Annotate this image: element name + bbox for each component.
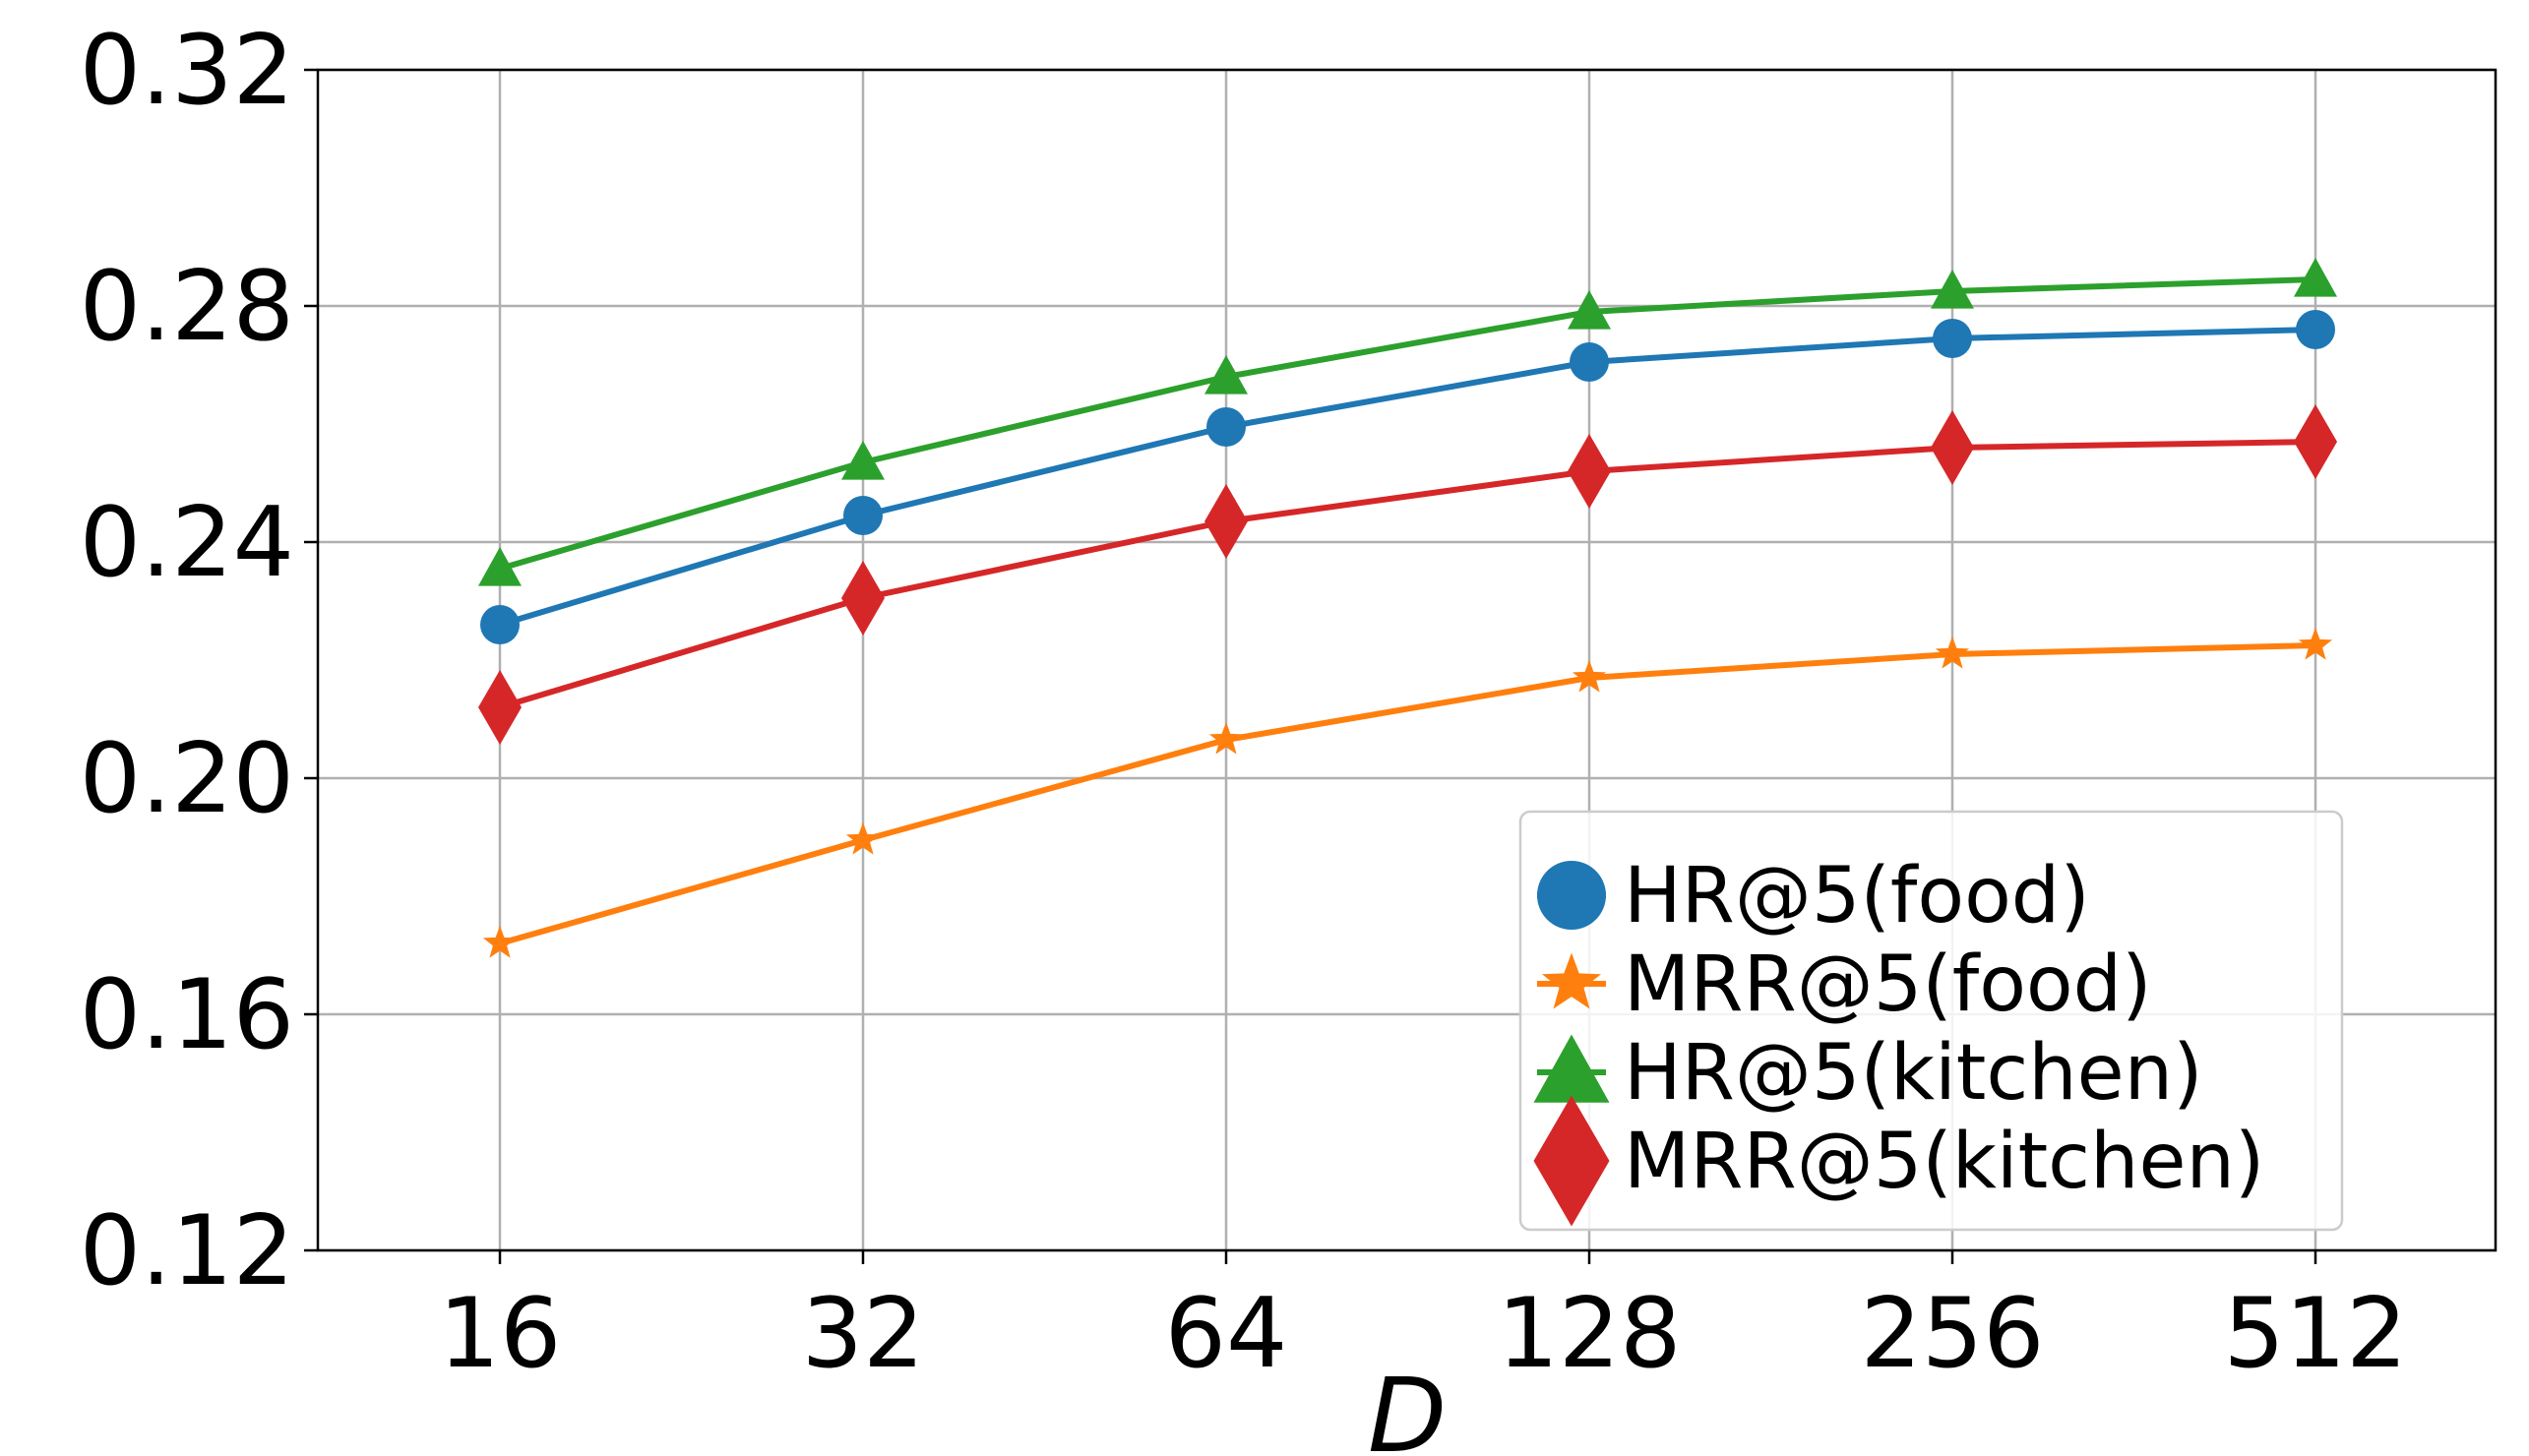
legend-marker-diamond — [1533, 1095, 1610, 1227]
x-tick-label: 32 — [802, 1278, 925, 1390]
data-point-triangle — [478, 547, 522, 586]
y-tick-label: 0.12 — [80, 1195, 294, 1307]
legend-marker-triangle — [1533, 1034, 1610, 1103]
data-point-diamond — [478, 670, 522, 745]
data-point-circle — [1570, 342, 1609, 382]
series-1 — [482, 628, 2333, 958]
data-point-diamond — [1204, 484, 1248, 559]
legend-label: HR@5(kitchen) — [1624, 1029, 2203, 1118]
data-point-triangle — [1204, 355, 1248, 394]
data-point-triangle — [841, 441, 885, 480]
y-tick-label: 0.24 — [80, 487, 294, 599]
data-point-diamond — [1931, 410, 1974, 485]
data-point-triangle — [1568, 290, 1611, 330]
legend-marker-circle — [1537, 861, 1606, 930]
axis-ticks: 0.12 0.16 0.20 0.24 0.28 0.32 16 32 64 128 256 512 — [80, 15, 2408, 1390]
series-0 — [480, 310, 2335, 644]
data-point-star — [1935, 637, 1970, 669]
x-tick-label: 16 — [439, 1278, 562, 1390]
legend-box — [1518, 810, 2344, 1232]
x-tick-label: 512 — [2223, 1278, 2407, 1390]
data-point-diamond — [841, 561, 885, 636]
data-point-diamond — [1568, 434, 1611, 509]
series-group — [478, 258, 2337, 958]
legend: HR@5(food)MRR@5(food)HR@5(kitchen)MRR@5(… — [1518, 810, 2344, 1232]
series-line — [499, 439, 2316, 710]
data-point-triangle — [1931, 270, 1974, 309]
y-tick-label: 0.32 — [80, 15, 294, 127]
data-point-circle — [2296, 310, 2335, 349]
series-line — [499, 642, 2316, 946]
legend-label: MRR@5(food) — [1624, 940, 2152, 1029]
y-tick-label: 0.28 — [80, 251, 294, 363]
data-point-triangle — [2294, 258, 2337, 297]
legend-label: MRR@5(kitchen) — [1624, 1118, 2264, 1206]
data-point-circle — [480, 605, 520, 644]
data-point-circle — [843, 496, 883, 535]
series-line — [499, 276, 2316, 572]
y-tick-label: 0.16 — [80, 959, 294, 1071]
y-tick-label: 0.20 — [80, 723, 294, 835]
data-point-star — [1208, 722, 1244, 755]
data-point-star — [845, 822, 881, 855]
data-point-star — [2298, 628, 2333, 660]
data-point-circle — [1206, 407, 1246, 447]
data-point-circle — [1933, 319, 1972, 358]
x-tick-label: 64 — [1165, 1278, 1288, 1390]
x-tick-label: 256 — [1860, 1278, 2044, 1390]
data-point-diamond — [2294, 404, 2337, 479]
series-line — [499, 327, 2316, 628]
series-2 — [478, 258, 2337, 586]
series-3 — [478, 404, 2337, 745]
legend-label: HR@5(food) — [1624, 852, 2090, 940]
data-point-star — [1572, 660, 1607, 693]
data-point-star — [482, 926, 518, 958]
legend-marker-star — [1542, 952, 1601, 1009]
x-tick-label: 128 — [1497, 1278, 1681, 1390]
x-axis-label: D — [1368, 1356, 1447, 1456]
plot-frame — [316, 68, 2498, 1252]
